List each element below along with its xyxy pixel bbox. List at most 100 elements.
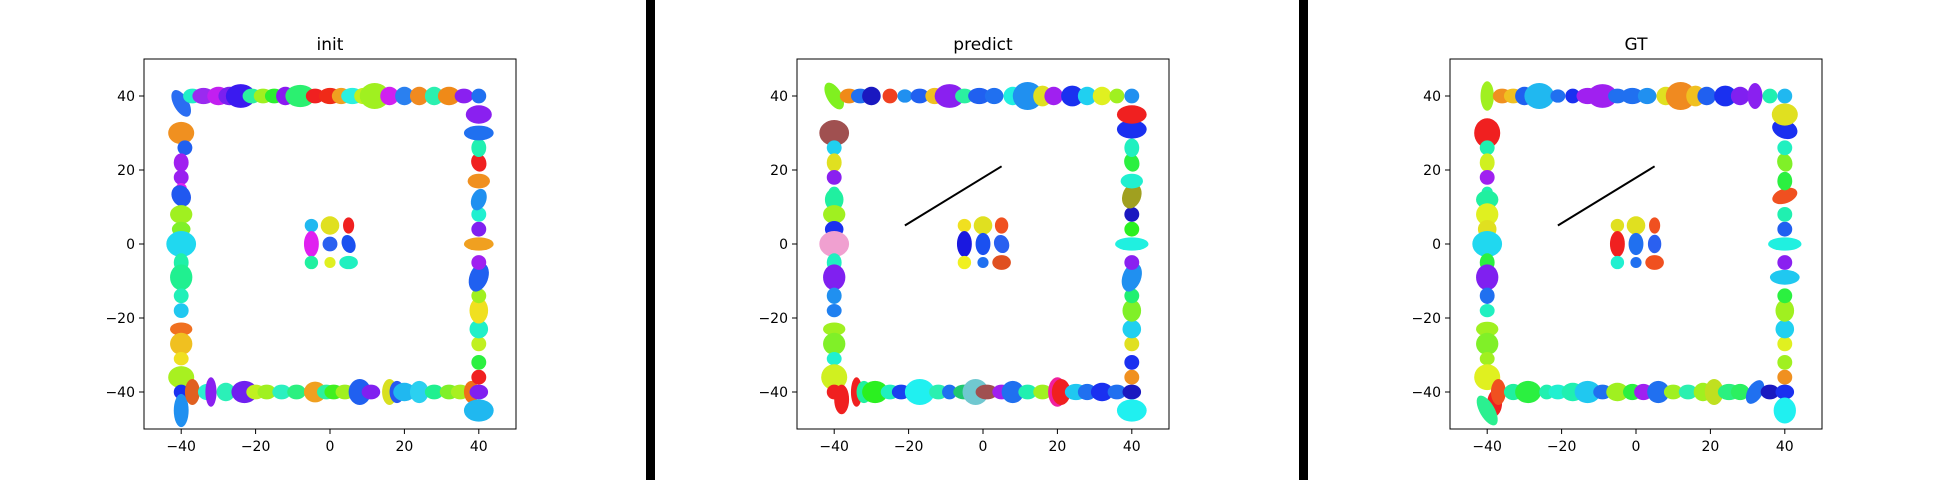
ellipse-marker bbox=[975, 232, 991, 256]
y-tick-label: 40 bbox=[770, 89, 788, 105]
ellipse-marker bbox=[823, 322, 846, 336]
ellipse-marker bbox=[826, 303, 842, 318]
ellipse-marker bbox=[1775, 319, 1795, 339]
ellipse-marker bbox=[1480, 81, 1494, 111]
ellipse-marker bbox=[1116, 120, 1147, 139]
x-tick-label: −20 bbox=[894, 439, 924, 455]
ellipse-marker bbox=[1124, 153, 1140, 172]
ellipse-marker bbox=[173, 393, 189, 428]
x-tick-label: 40 bbox=[1776, 439, 1794, 455]
ellipse-marker bbox=[904, 379, 935, 405]
ellipse-marker bbox=[1109, 88, 1125, 104]
ellipse-marker bbox=[1777, 369, 1793, 385]
ellipse-marker bbox=[897, 89, 913, 103]
ellipse-marker bbox=[424, 86, 444, 106]
direction-line bbox=[1557, 165, 1656, 227]
ellipse-marker bbox=[823, 205, 846, 224]
ellipse-marker bbox=[1777, 140, 1793, 156]
x-tick-label: −20 bbox=[241, 439, 271, 455]
ellipse-marker bbox=[173, 153, 189, 172]
plot-area bbox=[1472, 81, 1802, 426]
y-tick-label: −20 bbox=[758, 311, 788, 327]
ellipse-marker bbox=[834, 384, 850, 415]
ellipse-marker bbox=[929, 384, 948, 400]
x-tick-label: 40 bbox=[470, 439, 488, 455]
ellipse-marker bbox=[216, 382, 236, 402]
ellipse-marker bbox=[955, 88, 974, 104]
ellipse-marker bbox=[1565, 88, 1581, 104]
plot-area bbox=[166, 83, 494, 428]
ellipse-marker bbox=[1609, 231, 1625, 257]
ellipse-marker bbox=[1647, 234, 1662, 254]
ellipse-marker bbox=[467, 173, 490, 189]
y-tick-label: −20 bbox=[105, 311, 135, 327]
ellipse-marker bbox=[1124, 221, 1140, 237]
ellipse-marker bbox=[1574, 380, 1601, 404]
ellipse-marker bbox=[471, 369, 487, 385]
ellipse-marker bbox=[1122, 319, 1142, 339]
ellipse-marker bbox=[1077, 86, 1097, 106]
ellipse-marker bbox=[1663, 384, 1683, 400]
ellipse-marker bbox=[910, 88, 930, 104]
ellipse-marker bbox=[1077, 383, 1097, 401]
ellipse-marker bbox=[1479, 303, 1495, 318]
x-tick-label: 40 bbox=[1123, 439, 1141, 455]
y-tick-label: 0 bbox=[779, 237, 788, 253]
divider-bar-left bbox=[646, 0, 655, 480]
ellipse-marker bbox=[393, 382, 416, 402]
ellipse-marker bbox=[1773, 397, 1796, 424]
ellipse-marker bbox=[1124, 369, 1140, 385]
ellipse-marker bbox=[287, 384, 306, 400]
ellipse-marker bbox=[1090, 382, 1114, 402]
ellipse-marker bbox=[1092, 86, 1112, 106]
ellipse-marker bbox=[862, 86, 881, 106]
ellipse-marker bbox=[170, 332, 193, 355]
ellipse-marker bbox=[823, 264, 846, 291]
ellipse-marker bbox=[1124, 336, 1140, 352]
ellipse-marker bbox=[1704, 379, 1724, 405]
ellipse-marker bbox=[1626, 216, 1646, 235]
ellipse-marker bbox=[339, 255, 358, 270]
ellipse-marker bbox=[320, 216, 340, 235]
ellipse-marker bbox=[882, 88, 898, 104]
ellipse-marker bbox=[305, 88, 325, 104]
ellipse-marker bbox=[862, 380, 889, 404]
ellipse-marker bbox=[1768, 237, 1802, 251]
ellipse-marker bbox=[819, 120, 850, 146]
ellipse-marker bbox=[170, 205, 193, 224]
ellipse-marker bbox=[454, 88, 474, 104]
ellipse-marker bbox=[171, 90, 192, 117]
y-tick-label: 20 bbox=[117, 163, 135, 179]
y-tick-label: −40 bbox=[105, 385, 135, 401]
ellipse-marker bbox=[1490, 379, 1506, 405]
ellipse-marker bbox=[1772, 187, 1798, 205]
ellipse-marker bbox=[977, 256, 989, 269]
ellipse-marker bbox=[1745, 380, 1765, 404]
ellipse-marker bbox=[1051, 379, 1071, 405]
ellipse-marker bbox=[1033, 384, 1052, 400]
ellipse-marker bbox=[994, 217, 1009, 234]
ellipse-marker bbox=[1645, 255, 1664, 270]
ellipse-marker bbox=[1116, 399, 1147, 422]
ellipse-marker bbox=[973, 216, 993, 235]
ellipse-marker bbox=[1124, 88, 1140, 104]
ellipse-marker bbox=[324, 256, 336, 269]
ellipse-marker bbox=[1777, 207, 1793, 222]
y-tick-label: −40 bbox=[758, 385, 788, 401]
ellipse-marker bbox=[1777, 88, 1793, 104]
ellipse-marker bbox=[1610, 255, 1625, 270]
ellipse-marker bbox=[956, 231, 972, 257]
ellipse-marker bbox=[1476, 395, 1498, 426]
ellipse-marker bbox=[1665, 81, 1696, 111]
ellipse-marker bbox=[424, 384, 444, 400]
ellipse-marker bbox=[303, 231, 319, 257]
x-tick-label: −20 bbox=[1547, 439, 1577, 455]
chart-panel-init: −40 −20 0 20 40 −40 −20 0 20 40 init bbox=[105, 35, 517, 455]
ellipse-marker bbox=[205, 377, 217, 407]
ellipse-marker bbox=[1548, 384, 1568, 400]
ellipse-marker bbox=[177, 140, 193, 156]
ellipse-marker bbox=[824, 188, 844, 211]
ellipse-marker bbox=[1637, 87, 1657, 105]
ellipse-marker bbox=[1777, 288, 1793, 304]
x-tick-label: 0 bbox=[979, 439, 988, 455]
